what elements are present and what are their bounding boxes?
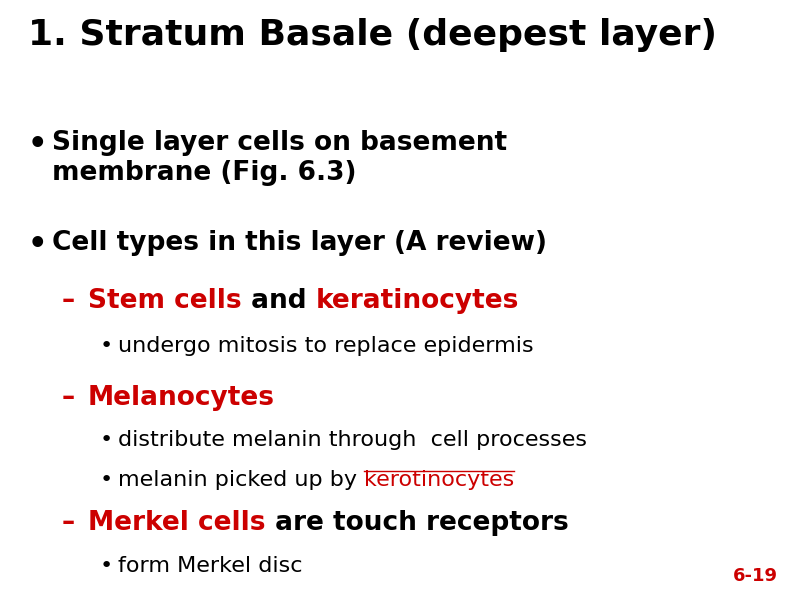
Text: kerotinocytes: kerotinocytes [364,470,514,490]
Text: –: – [62,288,75,314]
Text: •: • [28,130,47,159]
Text: •: • [100,336,114,356]
Text: keratinocytes: keratinocytes [315,288,518,314]
Text: form Merkel disc: form Merkel disc [118,556,302,576]
Text: •: • [28,230,47,259]
Text: melanin picked up by: melanin picked up by [118,470,364,490]
Text: Cell types in this layer (A review): Cell types in this layer (A review) [52,230,547,256]
Text: Stem cells: Stem cells [88,288,242,314]
Text: distribute melanin through  cell processes: distribute melanin through cell processe… [118,430,587,450]
Text: are touch receptors: are touch receptors [266,510,568,536]
Text: Merkel cells: Merkel cells [88,510,266,536]
Text: undergo mitosis to replace epidermis: undergo mitosis to replace epidermis [118,336,534,356]
Text: •: • [100,556,114,576]
Text: •: • [100,430,114,450]
Text: 1. Stratum Basale (deepest layer): 1. Stratum Basale (deepest layer) [28,18,717,52]
Text: –: – [62,510,75,536]
Text: and: and [242,288,315,314]
Text: Melanocytes: Melanocytes [88,385,275,411]
Text: •: • [100,470,114,490]
Text: Single layer cells on basement
membrane (Fig. 6.3): Single layer cells on basement membrane … [52,130,507,186]
Text: 6-19: 6-19 [733,567,778,585]
Text: –: – [62,385,75,411]
